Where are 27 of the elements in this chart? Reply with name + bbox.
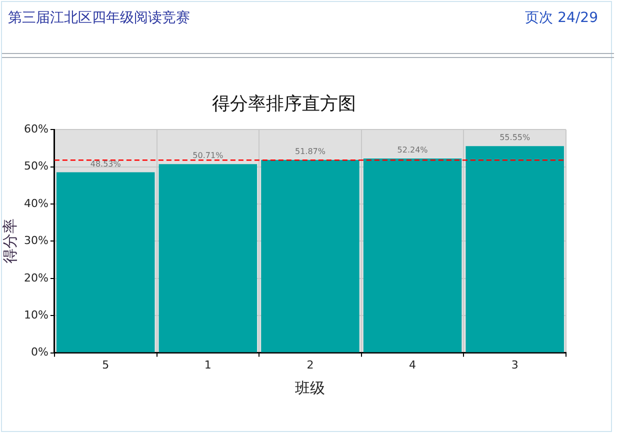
x-tick-label: 5 (102, 358, 110, 372)
x-tick-label: 2 (306, 358, 314, 372)
text: 第三届江北区四年级阅读竞赛 (8, 9, 190, 27)
chart-title: 得分率排序直方图 (212, 93, 356, 114)
x-tick-label: 3 (511, 358, 518, 372)
y-tick-label: 30% (24, 234, 48, 248)
bar (466, 146, 564, 352)
y-tick-label: 50% (24, 160, 48, 173)
bar (261, 160, 360, 352)
y-tick-label: 40% (24, 196, 48, 210)
y-tick-label: 10% (24, 308, 48, 322)
y-tick-label: 20% (24, 271, 48, 284)
data-label: 50.71% (192, 151, 224, 160)
y-axis-title: 得分率 (0, 218, 19, 264)
text: 页次 24/29 (525, 9, 598, 27)
y-tick-label: 60% (24, 122, 48, 136)
data-label: 51.87% (294, 146, 326, 156)
x-tick-label: 4 (409, 358, 416, 372)
bar (158, 164, 258, 352)
bar (363, 158, 462, 352)
y-tick-label: 0% (30, 346, 48, 359)
x-tick-label: 1 (204, 358, 212, 372)
bar (56, 172, 155, 352)
data-label: 55.55% (500, 133, 530, 142)
x-axis-title: 班级 (295, 378, 326, 397)
data-label: 52.24% (397, 146, 428, 155)
data-label: 48.53% (90, 159, 122, 168)
